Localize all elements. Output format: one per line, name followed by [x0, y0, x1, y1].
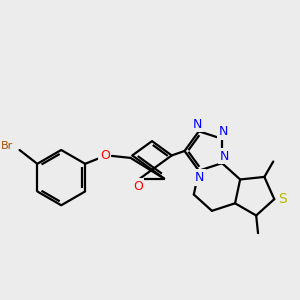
Text: O: O — [100, 149, 110, 162]
Text: N: N — [193, 118, 203, 131]
Text: Br: Br — [2, 141, 14, 151]
Text: N: N — [195, 171, 205, 184]
Text: S: S — [278, 192, 286, 206]
Text: O: O — [133, 180, 143, 193]
Text: N: N — [218, 125, 228, 138]
Text: N: N — [219, 150, 229, 163]
